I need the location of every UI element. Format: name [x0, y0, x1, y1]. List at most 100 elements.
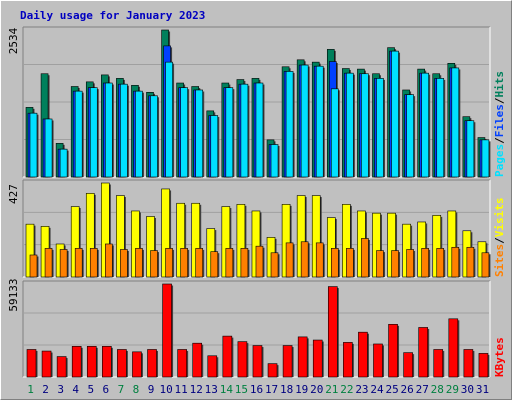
pages-bar: [481, 139, 490, 178]
visits-legend: Sites/Visits: [493, 198, 506, 278]
day-label: 6: [103, 383, 110, 396]
kbytes-bar: [433, 349, 444, 378]
sites-bar: [180, 248, 188, 278]
pages-bar: [29, 112, 38, 178]
day-label: 14: [220, 383, 234, 396]
pages-bar: [391, 50, 399, 178]
sites-bar: [466, 246, 475, 278]
pages-bar: [436, 78, 445, 178]
kbytes-bar: [237, 341, 248, 378]
pages-bar: [330, 88, 339, 178]
hits-legend-entry: Hits: [493, 71, 506, 98]
pages-bar: [376, 78, 384, 178]
day-label: 23: [355, 383, 368, 396]
visits-legend-entry: Sites: [493, 244, 506, 277]
kbytes-bar: [463, 349, 474, 378]
pages-bar: [406, 94, 414, 178]
day-label: 12: [190, 383, 203, 396]
sites-bar: [255, 245, 264, 278]
kbytes-bar: [41, 350, 52, 378]
sites-bar: [315, 242, 324, 278]
kbytes-bar: [132, 351, 142, 378]
day-label: 20: [310, 383, 323, 396]
sites-bar: [240, 248, 249, 278]
sites-bar: [29, 254, 38, 278]
chart-title: Daily usage for January 2023: [20, 9, 205, 22]
pages-bar: [44, 118, 53, 178]
day-label: 17: [265, 383, 278, 396]
kbytes-bar: [267, 363, 278, 378]
sites-bar: [44, 248, 53, 278]
pages-bar: [300, 64, 309, 178]
day-label: 29: [446, 383, 459, 396]
hits-legend-entry: /: [493, 137, 506, 144]
kbytes-bar: [297, 336, 308, 378]
kbytes-bar: [71, 346, 82, 378]
kbytes-bar: [343, 342, 353, 378]
pages-bar: [270, 144, 279, 178]
kbytes-bar: [222, 335, 233, 378]
pages-bar: [59, 148, 68, 178]
sites-bar: [436, 248, 445, 278]
day-label: 9: [148, 383, 155, 396]
pages-bar: [150, 95, 158, 178]
sites-bar: [330, 248, 339, 278]
sites-bar: [346, 248, 354, 278]
day-label: 15: [235, 383, 248, 396]
day-label: 31: [476, 383, 489, 396]
sites-bar: [376, 250, 384, 278]
day-label: 18: [280, 383, 293, 396]
sites-bar: [406, 249, 414, 278]
hits-legend: Pages/Files/Hits: [493, 71, 506, 177]
sites-bar: [165, 248, 173, 278]
kbytes-bar: [162, 283, 172, 378]
sites-bar: [481, 252, 490, 278]
hits-legend-entry: Pages: [493, 144, 506, 177]
sites-bar: [210, 251, 219, 278]
day-label: 5: [87, 383, 94, 396]
day-label: 11: [175, 383, 188, 396]
kbytes-bar: [26, 349, 37, 378]
sites-bar: [451, 246, 460, 278]
kbytes-legend: KBytes: [493, 337, 506, 377]
sites-bar: [135, 248, 143, 278]
day-label: 8: [133, 383, 140, 396]
day-label: 30: [461, 383, 474, 396]
kbytes-bar: [86, 346, 97, 378]
sites-bar: [120, 249, 128, 278]
sites-bar: [59, 249, 68, 278]
kbytes-bar: [418, 327, 428, 378]
day-label: 25: [385, 383, 398, 396]
kbytes-bar: [282, 345, 293, 378]
kbytes-bar: [312, 339, 323, 378]
pages-bar: [361, 73, 369, 178]
day-label: 13: [205, 383, 218, 396]
kbytes-bar: [388, 324, 398, 378]
pages-bar: [346, 72, 354, 178]
pages-bar: [89, 87, 98, 178]
pages-bar: [225, 87, 234, 178]
sites-bar: [225, 248, 234, 278]
pages-bar: [240, 83, 249, 178]
kbytes-ymax-label: 59133: [7, 278, 20, 311]
kbytes-bar: [56, 356, 67, 378]
kbytes-bar: [252, 345, 263, 378]
pages-bar: [421, 72, 429, 178]
sites-bar: [391, 250, 399, 278]
hits-legend-entry: /: [493, 97, 506, 104]
hits-legend-entry: Files: [493, 104, 506, 137]
day-label: 7: [118, 383, 125, 396]
day-label: 10: [159, 383, 172, 396]
day-label: 2: [42, 383, 49, 396]
sites-bar: [300, 241, 309, 278]
day-label: 3: [57, 383, 64, 396]
pages-bar: [135, 90, 143, 178]
kbytes-bar: [207, 355, 218, 378]
sites-bar: [361, 238, 369, 278]
kbytes-bar: [373, 343, 383, 378]
pages-bar: [210, 115, 219, 178]
pages-bar: [466, 120, 475, 178]
day-label: 22: [340, 383, 353, 396]
visits-legend-entry: Visits: [493, 198, 506, 238]
pages-bar: [74, 90, 83, 178]
